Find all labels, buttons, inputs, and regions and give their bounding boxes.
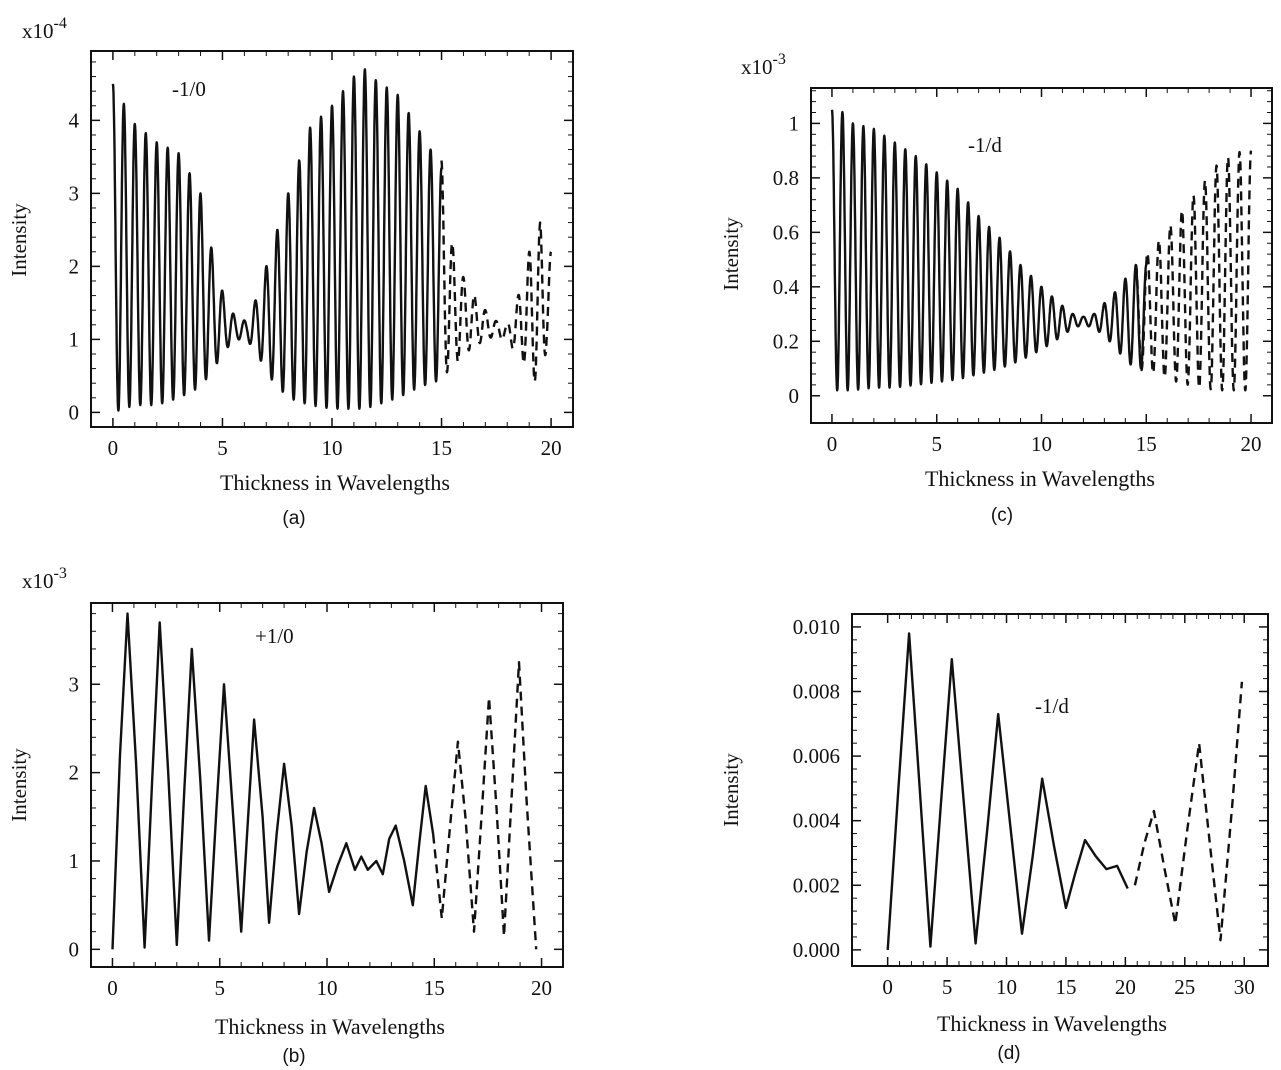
y-tick-label: 1	[69, 849, 80, 873]
series-line-solid	[111, 612, 435, 950]
series-line-dashed	[432, 661, 538, 950]
y-tick-label: 0	[789, 384, 800, 408]
x-tick-label: 10	[996, 975, 1017, 999]
scale-factor-label: x10-3	[741, 51, 786, 79]
x-tick-label: 10	[1031, 432, 1052, 456]
x-tick-label: 15	[424, 976, 445, 1000]
chart-panel-d: 0 5 10 15 20 25 30 0.000 0.002 0.004 0.006 0.008 0.0…	[719, 613, 1269, 1064]
y-axis-label: Intensity	[719, 753, 743, 827]
y-tick-label: 0.002	[793, 873, 840, 897]
panel-caption: (b)	[282, 1046, 305, 1067]
y-tick-label: 2	[69, 254, 80, 278]
x-axis-label: Thickness in Wavelengths	[220, 470, 450, 495]
chart-panel-c: 0 5 10 15 20 0 0.2 0.4 0.6 0.8 1 x10-3 Intensity Thic…	[719, 51, 1273, 526]
x-tick-label: 15	[1055, 975, 1076, 999]
x-tick-label: 0	[827, 432, 838, 456]
x-tick-label: 20	[1115, 975, 1136, 999]
x-tick-label: 20	[1241, 432, 1262, 456]
plot-frame	[851, 613, 1269, 967]
x-tick-label: 0	[882, 975, 893, 999]
panel-caption: (c)	[991, 505, 1013, 526]
x-tick-label: 5	[942, 975, 953, 999]
y-tick-label: 0.006	[793, 744, 840, 768]
x-tick-label: 0	[107, 976, 118, 1000]
series-line-solid	[886, 632, 1129, 950]
y-tick-label: 0	[69, 400, 80, 424]
y-tick-label: 4	[69, 108, 80, 132]
y-axis-label: Intensity	[719, 217, 743, 291]
y-tick-label: 0.004	[793, 809, 841, 833]
y-tick-label: 0.8	[773, 166, 799, 190]
x-axis-label: Thickness in Wavelengths	[937, 1011, 1167, 1036]
panel-caption: (a)	[282, 508, 305, 529]
y-tick-label: 3	[69, 181, 80, 205]
x-tick-label: 15	[431, 436, 452, 460]
x-tick-label: 10	[322, 436, 343, 460]
scale-factor-label: x10-3	[22, 565, 67, 593]
series-line-solid	[111, 68, 443, 412]
curve-annotation: -1/0	[172, 77, 206, 101]
panel-caption: (d)	[997, 1043, 1020, 1064]
chart-panel-b: 0 5 10 15 20 0 1 2 3 x10-3 Intensity Thickness in W…	[7, 565, 564, 1067]
x-tick-label: 25	[1174, 975, 1195, 999]
scale-factor-label: x10-4	[22, 15, 67, 43]
y-tick-label: 0.010	[793, 615, 840, 639]
y-tick-label: 0.000	[793, 938, 840, 962]
y-tick-label: 2	[69, 761, 80, 785]
x-tick-label: 10	[317, 976, 338, 1000]
x-tick-label: 5	[931, 432, 942, 456]
curve-annotation: -1/d	[1035, 694, 1069, 718]
y-axis-label: Intensity	[7, 203, 31, 277]
y-tick-label: 0.2	[773, 329, 799, 353]
curve-annotation: +1/0	[255, 624, 294, 648]
x-tick-label: 20	[541, 436, 562, 460]
x-tick-label: 5	[214, 976, 225, 1000]
chart-panel-a: 0 5 10 15 20 0 1 2 3 4 x10-4 Intensity Thickness in …	[7, 15, 574, 529]
y-tick-label: 0.6	[773, 220, 799, 244]
series-line-solid	[830, 109, 1148, 392]
x-axis-label: Thickness in Wavelengths	[925, 466, 1155, 491]
series-line-dashed	[1134, 150, 1253, 392]
x-tick-label: 5	[217, 436, 228, 460]
y-tick-label: 0	[69, 937, 80, 961]
x-tick-label: 30	[1234, 975, 1255, 999]
x-tick-label: 0	[108, 436, 119, 460]
series-line-dashed	[1133, 681, 1244, 942]
x-axis-label: Thickness in Wavelengths	[215, 1014, 445, 1039]
y-axis-label: Intensity	[7, 748, 31, 822]
series-line-dashed	[440, 160, 553, 383]
y-tick-label: 0.4	[773, 275, 800, 299]
y-tick-label: 1	[789, 111, 800, 135]
curve-annotation: -1/d	[968, 133, 1002, 157]
x-tick-label: 15	[1136, 432, 1157, 456]
x-tick-label: 20	[531, 976, 552, 1000]
y-tick-label: 1	[69, 327, 80, 351]
y-tick-label: 0.008	[793, 680, 840, 704]
y-tick-label: 3	[69, 672, 80, 696]
